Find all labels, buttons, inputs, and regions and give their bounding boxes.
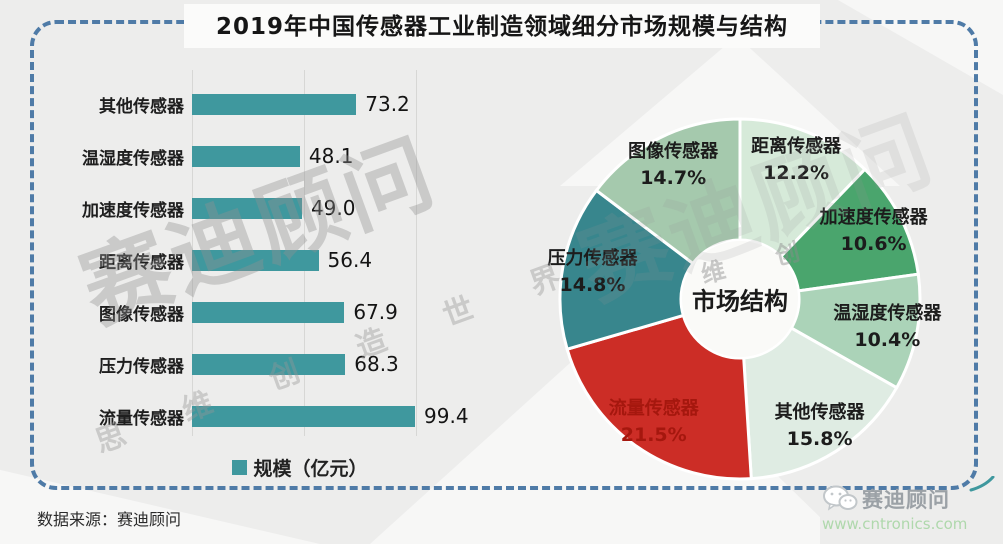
- pie-slice-label: 流量传感器 21.5%: [569, 396, 739, 450]
- donut-center-label: 市场结构: [692, 287, 788, 316]
- footer-website-url[interactable]: www.cntronics.com: [822, 515, 968, 533]
- bar-fill: [192, 249, 319, 271]
- pie-slice: [738, 117, 867, 259]
- bar-chart: 其他传感器 73.2 温湿度传感器 48.1 加速度传感器 49.0 距离传感器 56.4 图像…: [48, 70, 488, 481]
- pie-slice: [558, 188, 696, 352]
- bar-fill: [192, 405, 416, 427]
- bar-value-label: 73.2: [365, 92, 410, 116]
- pie-slice-percent: 10.4%: [854, 329, 921, 352]
- pie-slice-label: 图像传感器 14.7%: [588, 139, 758, 193]
- bar-row: 距离传感器 56.4: [48, 234, 488, 286]
- pie-slice: [742, 326, 899, 481]
- footer-logo: 赛迪顾问 www.cntronics.com: [822, 476, 997, 533]
- bar-fill: [192, 301, 345, 323]
- wechat-icon: [823, 485, 858, 511]
- bar-row: 其他传感器 73.2: [48, 78, 488, 130]
- bar-value-label: 67.9: [353, 300, 398, 324]
- logo-swoosh-icon: [969, 476, 995, 492]
- pie-slice-percent: 10.6%: [840, 232, 907, 255]
- bar-category-label: 图像传感器: [99, 304, 184, 325]
- bar-value-label: 49.0: [310, 196, 356, 220]
- pie-slice-percent: 14.7%: [640, 166, 707, 189]
- bar-value-label: 56.4: [327, 248, 373, 272]
- pie-slice-name: 压力传感器: [547, 247, 638, 269]
- pie-slice-label: 压力传感器 14.8%: [507, 246, 677, 300]
- pie-slice: [565, 313, 753, 481]
- pie-slice-label: 其他传感器 15.8%: [735, 400, 905, 454]
- pie-slice-name: 加速度传感器: [819, 206, 928, 228]
- bar-category-label: 温湿度传感器: [82, 148, 184, 169]
- pie-slice-label: 加速度传感器 10.6%: [789, 205, 959, 259]
- donut-hole: [682, 241, 798, 357]
- pie-slice-percent: 21.5%: [620, 423, 687, 446]
- bar-category-label: 距离传感器: [99, 252, 184, 273]
- pie-slice-percent: 12.2%: [763, 161, 830, 184]
- gridline-100: [416, 70, 418, 436]
- bar-chart-rows: 其他传感器 73.2 温湿度传感器 48.1 加速度传感器 49.0 距离传感器 56.4 图像…: [48, 78, 488, 442]
- title-band: 2019年中国传感器工业制造领域细分市场规模与结构: [184, 4, 820, 48]
- pie-slice-name: 距离传感器: [751, 135, 842, 157]
- pie-slice-label: 温湿度传感器 10.4%: [802, 301, 972, 355]
- footer-brand-name: 赛迪顾问: [862, 488, 950, 512]
- bar-value-label: 68.3: [354, 352, 399, 376]
- bar-chart-legend: 规模（亿元）: [48, 454, 488, 481]
- bar-fill: [192, 353, 346, 375]
- pie-slice-name: 图像传感器: [628, 140, 719, 162]
- bar-category-label: 流量传感器: [99, 408, 184, 429]
- page-title: 2019年中国传感器工业制造领域细分市场规模与结构: [215, 14, 788, 40]
- pie-slice-name: 温湿度传感器: [833, 303, 942, 325]
- bar-row: 温湿度传感器 48.1: [48, 130, 488, 182]
- bar-row: 流量传感器 99.4: [48, 390, 488, 442]
- pie-slice-percent: 15.8%: [786, 428, 853, 451]
- bar-category-label: 其他传感器: [99, 96, 184, 117]
- pie-slice-percent: 14.8%: [559, 273, 626, 296]
- bar-row: 图像传感器 67.9: [48, 286, 488, 338]
- pie-slice: [594, 117, 742, 266]
- bar-category-label: 压力传感器: [99, 356, 184, 377]
- bar-category-label: 加速度传感器: [82, 200, 184, 221]
- bar-fill: [192, 145, 300, 167]
- bar-value-label: 48.1: [308, 144, 354, 168]
- donut-chart: 距离传感器 12.2% 加速度传感器 10.6% 温湿度传感器 10.4% 其他传感器 15.…: [547, 115, 941, 483]
- bar-row: 压力传感器 68.3: [48, 338, 488, 390]
- bar-fill: [192, 93, 357, 115]
- legend-swatch: [232, 460, 248, 475]
- data-source-note: 数据来源：赛迪顾问: [37, 510, 182, 529]
- legend-label: 规模（亿元）: [253, 458, 368, 480]
- bar-row: 加速度传感器 49.0: [48, 182, 488, 234]
- donut-chart-svg: [558, 117, 922, 481]
- pie-slice-name: 其他传感器: [774, 402, 865, 424]
- pie-slice-label: 距离传感器 12.2%: [711, 134, 881, 188]
- pie-slice-name: 流量传感器: [608, 397, 699, 419]
- bar-fill: [192, 197, 302, 219]
- bar-value-label: 99.4: [424, 404, 469, 428]
